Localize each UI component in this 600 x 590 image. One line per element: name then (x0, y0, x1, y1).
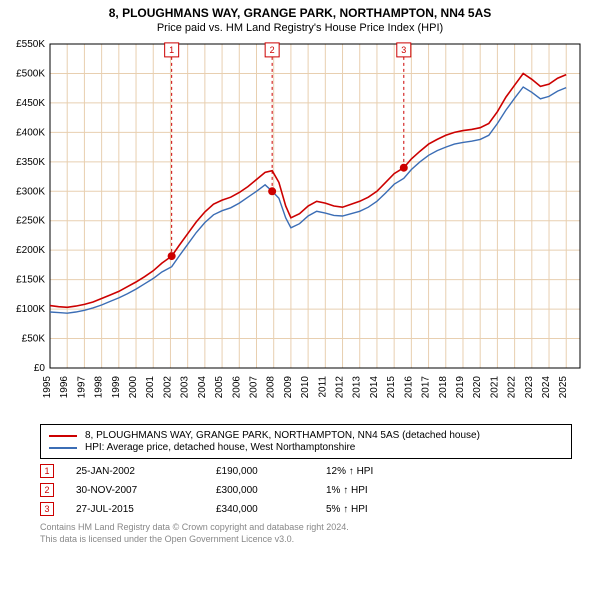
svg-text:2008: 2008 (266, 376, 277, 399)
svg-text:2005: 2005 (214, 376, 225, 399)
legend: 8, PLOUGHMANS WAY, GRANGE PARK, NORTHAMP… (40, 424, 572, 459)
sale-date: 27-JUL-2015 (76, 504, 216, 515)
svg-text:£400K: £400K (16, 127, 45, 138)
sale-row: 3 27-JUL-2015£340,0005% ↑ HPI (40, 502, 572, 516)
svg-text:2024: 2024 (541, 376, 552, 399)
svg-text:2014: 2014 (369, 376, 380, 399)
svg-text:2022: 2022 (507, 376, 518, 399)
title-main: 8, PLOUGHMANS WAY, GRANGE PARK, NORTHAMP… (0, 6, 600, 20)
svg-text:2021: 2021 (489, 376, 500, 399)
svg-text:1: 1 (169, 45, 174, 55)
svg-text:2001: 2001 (145, 376, 156, 399)
legend-swatch (49, 435, 77, 437)
sale-row: 2 30-NOV-2007£300,0001% ↑ HPI (40, 483, 572, 497)
legend-swatch (49, 447, 77, 449)
legend-row: 8, PLOUGHMANS WAY, GRANGE PARK, NORTHAMP… (49, 430, 563, 441)
svg-text:2006: 2006 (231, 376, 242, 399)
svg-text:1999: 1999 (111, 376, 122, 399)
svg-text:2023: 2023 (524, 376, 535, 399)
svg-text:£450K: £450K (16, 98, 45, 109)
svg-text:1998: 1998 (94, 376, 105, 399)
svg-text:1995: 1995 (42, 376, 53, 399)
legend-label: 8, PLOUGHMANS WAY, GRANGE PARK, NORTHAMP… (85, 430, 480, 441)
sale-date: 25-JAN-2002 (76, 466, 216, 477)
svg-text:£350K: £350K (16, 157, 45, 168)
sale-pct: 5% ↑ HPI (326, 504, 426, 515)
legend-label: HPI: Average price, detached house, West… (85, 442, 355, 453)
svg-text:2000: 2000 (128, 376, 139, 399)
svg-text:2013: 2013 (352, 376, 363, 399)
svg-text:£0: £0 (34, 363, 46, 374)
svg-text:2016: 2016 (403, 376, 414, 399)
svg-text:£100K: £100K (16, 304, 45, 315)
sale-price: £300,000 (216, 485, 326, 496)
svg-text:2015: 2015 (386, 376, 397, 399)
chart-container: 8, PLOUGHMANS WAY, GRANGE PARK, NORTHAMP… (0, 0, 600, 545)
svg-text:2009: 2009 (283, 376, 294, 399)
title-block: 8, PLOUGHMANS WAY, GRANGE PARK, NORTHAMP… (0, 0, 600, 38)
sale-date: 30-NOV-2007 (76, 485, 216, 496)
chart-area: £0 £50K £100K £150K £200K £250K £300K £350K £400… (0, 38, 600, 418)
sales-table: 1 25-JAN-2002£190,00012% ↑ HPI 2 30-NOV-200… (40, 464, 572, 516)
svg-text:2002: 2002 (162, 376, 173, 399)
svg-text:2012: 2012 (335, 376, 346, 399)
line-chart-svg: £0 £50K £100K £150K £200K £250K £300K £350K £400… (0, 38, 600, 418)
svg-text:2019: 2019 (455, 376, 466, 399)
sale-marker-badge: 1 (40, 464, 54, 478)
svg-text:2004: 2004 (197, 376, 208, 399)
svg-text:2011: 2011 (317, 376, 328, 398)
svg-text:£150K: £150K (16, 275, 45, 286)
title-sub: Price paid vs. HM Land Registry's House … (0, 22, 600, 34)
svg-text:1996: 1996 (59, 376, 70, 399)
svg-text:£500K: £500K (16, 68, 45, 79)
svg-text:2: 2 (270, 45, 275, 55)
svg-text:£550K: £550K (16, 39, 45, 50)
legend-row: HPI: Average price, detached house, West… (49, 442, 563, 453)
sale-marker-badge: 3 (40, 502, 54, 516)
sale-marker-badge: 2 (40, 483, 54, 497)
svg-text:2007: 2007 (248, 376, 259, 399)
footer-line-2: This data is licensed under the Open Gov… (40, 534, 572, 546)
svg-text:1997: 1997 (76, 376, 87, 399)
svg-text:2017: 2017 (421, 376, 432, 399)
sale-price: £340,000 (216, 504, 326, 515)
svg-text:2018: 2018 (438, 376, 449, 399)
sale-pct: 12% ↑ HPI (326, 466, 426, 477)
svg-text:2025: 2025 (558, 376, 569, 399)
footer-line-1: Contains HM Land Registry data © Crown c… (40, 522, 572, 534)
sale-price: £190,000 (216, 466, 326, 477)
svg-text:£200K: £200K (16, 245, 45, 256)
svg-text:£300K: £300K (16, 186, 45, 197)
svg-text:2003: 2003 (180, 376, 191, 399)
svg-text:£50K: £50K (22, 334, 46, 345)
svg-text:2010: 2010 (300, 376, 311, 399)
sale-row: 1 25-JAN-2002£190,00012% ↑ HPI (40, 464, 572, 478)
footer-note: Contains HM Land Registry data © Crown c… (40, 522, 572, 545)
sale-pct: 1% ↑ HPI (326, 485, 426, 496)
svg-text:3: 3 (401, 45, 406, 55)
svg-text:£250K: £250K (16, 216, 45, 227)
svg-text:2020: 2020 (472, 376, 483, 399)
